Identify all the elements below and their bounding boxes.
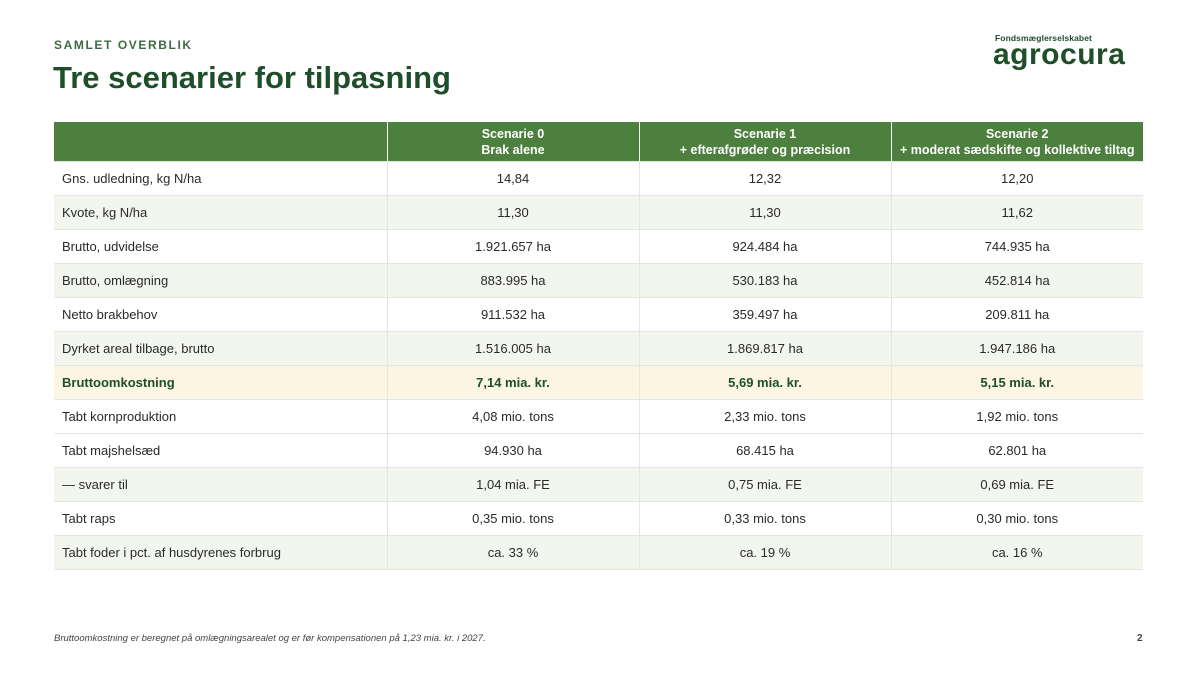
header-scenario-1-subtitle: + efterafgrøder og præcision: [679, 142, 851, 157]
cell-scenario-1: 2,33 mio. tons: [638, 399, 891, 434]
cell-scenario-1: 0,75 mia. FE: [638, 467, 891, 502]
cell-scenario-1: 5,69 mia. kr.: [638, 365, 891, 400]
section-kicker: SAMLET OVERBLIK: [54, 38, 193, 52]
cell-scenario-0: 911.532 ha: [386, 297, 639, 332]
row-label: Bruttoomkostning: [54, 365, 387, 400]
cell-scenario-1: ca. 19 %: [638, 535, 891, 570]
cell-scenario-1: 1.869.817 ha: [638, 331, 891, 366]
cell-scenario-1: 530.183 ha: [638, 263, 891, 298]
page-title: Tre scenarier for tilpasning: [53, 60, 451, 95]
table-row: Brutto, udvidelse 1.921.657 ha 924.484 h…: [54, 229, 1143, 264]
cell-scenario-2: 5,15 mia. kr.: [890, 365, 1143, 400]
header-scenario-1-title: Scenarie 1: [733, 126, 797, 141]
row-label: Tabt kornproduktion: [54, 399, 387, 434]
row-label: Tabt raps: [54, 501, 387, 536]
agrocura-logo: Fondsmæglerselskabet agrocura: [993, 33, 1148, 71]
row-label: Brutto, omlægning: [54, 263, 387, 298]
row-label: Netto brakbehov: [54, 297, 387, 332]
header-scenario-0-title: Scenarie 0: [481, 126, 545, 141]
cell-scenario-1: 0,33 mio. tons: [638, 501, 891, 536]
cell-scenario-0: 1.516.005 ha: [386, 331, 639, 366]
cell-scenario-2: 11,62: [890, 195, 1143, 230]
row-label: Kvote, kg N/ha: [54, 195, 387, 230]
cell-scenario-1: 11,30: [638, 195, 891, 230]
row-label: — svarer til: [54, 467, 387, 502]
cell-scenario-0: 1.921.657 ha: [386, 229, 639, 264]
cell-scenario-0: 11,30: [386, 195, 639, 230]
table-row: Tabt foder i pct. af husdyrenes forbrug …: [54, 535, 1143, 570]
cell-scenario-2: 0,30 mio. tons: [890, 501, 1143, 536]
table-row: — svarer til 1,04 mia. FE 0,75 mia. FE 0…: [54, 467, 1143, 502]
header-scenario-2-title: Scenarie 2: [985, 126, 1049, 141]
cell-scenario-2: 452.814 ha: [890, 263, 1143, 298]
logo-wordmark: agrocura: [993, 38, 1126, 71]
cell-scenario-1: 359.497 ha: [638, 297, 891, 332]
cell-scenario-2: 62.801 ha: [890, 433, 1143, 468]
cell-scenario-1: 68.415 ha: [638, 433, 891, 468]
cell-scenario-0: 94.930 ha: [386, 433, 639, 468]
header-scenario-2-subtitle: + moderat sædskifte og kollektive tiltag: [900, 142, 1135, 157]
row-label: Gns. udledning, kg N/ha: [54, 161, 387, 196]
cell-scenario-0: ca. 33 %: [386, 535, 639, 570]
header-scenario-0-subtitle: Brak alene: [481, 142, 545, 157]
header-scenario-1: Scenarie 1 + efterafgrøder og præcision: [638, 122, 891, 162]
cell-scenario-2: 1,92 mio. tons: [890, 399, 1143, 434]
table-row: Tabt raps 0,35 mio. tons 0,33 mio. tons …: [54, 501, 1143, 536]
table-row: Dyrket areal tilbage, brutto 1.516.005 h…: [54, 331, 1143, 366]
cell-scenario-1: 12,32: [638, 161, 891, 196]
table-row: Netto brakbehov 911.532 ha 359.497 ha 20…: [54, 297, 1143, 332]
cell-scenario-0: 0,35 mio. tons: [386, 501, 639, 536]
table-row: Gns. udledning, kg N/ha 14,84 12,32 12,2…: [54, 161, 1143, 196]
cell-scenario-0: 14,84: [386, 161, 639, 196]
cell-scenario-0: 1,04 mia. FE: [386, 467, 639, 502]
cell-scenario-2: 744.935 ha: [890, 229, 1143, 264]
header-scenario-2: Scenarie 2 + moderat sædskifte og kollek…: [890, 122, 1143, 162]
row-label: Brutto, udvidelse: [54, 229, 387, 264]
page-number: 2: [1137, 633, 1143, 644]
table-row: Kvote, kg N/ha 11,30 11,30 11,62: [54, 195, 1143, 230]
scenario-table: Scenarie 0 Brak alene Scenarie 1 + efter…: [54, 122, 1143, 570]
cell-scenario-2: ca. 16 %: [890, 535, 1143, 570]
logo-subtitle: Fondsmæglerselskabet: [995, 33, 1092, 43]
footnote: Bruttoomkostning er beregnet på omlægnin…: [54, 633, 486, 644]
table-row: Tabt majshelsæd 94.930 ha 68.415 ha 62.8…: [54, 433, 1143, 468]
table-row: Tabt kornproduktion 4,08 mio. tons 2,33 …: [54, 399, 1143, 434]
cell-scenario-2: 209.811 ha: [890, 297, 1143, 332]
row-label: Dyrket areal tilbage, brutto: [54, 331, 387, 366]
table-header-row: Scenarie 0 Brak alene Scenarie 1 + efter…: [54, 122, 1143, 162]
cell-scenario-0: 4,08 mio. tons: [386, 399, 639, 434]
cell-scenario-2: 0,69 mia. FE: [890, 467, 1143, 502]
header-scenario-0: Scenarie 0 Brak alene: [386, 122, 639, 162]
table-row-highlighted: Bruttoomkostning 7,14 mia. kr. 5,69 mia.…: [54, 365, 1143, 400]
cell-scenario-0: 883.995 ha: [386, 263, 639, 298]
cell-scenario-2: 1.947.186 ha: [890, 331, 1143, 366]
header-empty-cell: [54, 122, 387, 162]
cell-scenario-2: 12,20: [890, 161, 1143, 196]
table-row: Brutto, omlægning 883.995 ha 530.183 ha …: [54, 263, 1143, 298]
row-label: Tabt majshelsæd: [54, 433, 387, 468]
row-label: Tabt foder i pct. af husdyrenes forbrug: [54, 535, 387, 570]
cell-scenario-1: 924.484 ha: [638, 229, 891, 264]
cell-scenario-0: 7,14 mia. kr.: [386, 365, 639, 400]
